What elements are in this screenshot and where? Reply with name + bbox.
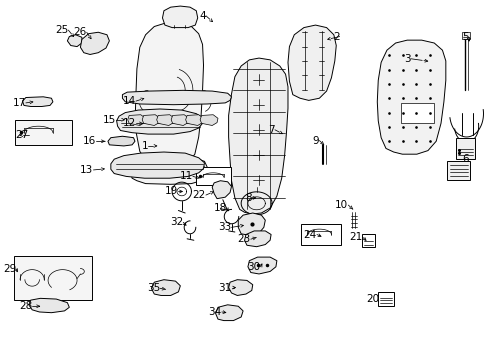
Text: 35: 35 <box>146 283 160 293</box>
Polygon shape <box>108 136 135 146</box>
Text: 25: 25 <box>55 25 68 35</box>
Text: 3: 3 <box>404 54 410 64</box>
Polygon shape <box>135 23 203 166</box>
Bar <box>378 292 393 306</box>
Bar <box>15 121 72 145</box>
Text: 6: 6 <box>462 154 468 164</box>
Text: 31: 31 <box>218 283 231 293</box>
Text: 20: 20 <box>366 294 379 304</box>
Polygon shape <box>127 115 145 126</box>
Bar <box>455 138 474 159</box>
Polygon shape <box>212 181 231 199</box>
Polygon shape <box>151 280 180 296</box>
Text: 14: 14 <box>122 96 136 106</box>
Text: 34: 34 <box>208 307 222 317</box>
Text: 13: 13 <box>80 165 93 175</box>
Polygon shape <box>377 40 445 154</box>
Text: 23: 23 <box>237 234 250 244</box>
Bar <box>461 32 469 40</box>
Polygon shape <box>162 6 197 28</box>
Polygon shape <box>200 115 218 126</box>
Polygon shape <box>67 35 81 46</box>
Polygon shape <box>244 231 270 247</box>
Text: 16: 16 <box>83 136 96 146</box>
Polygon shape <box>22 97 53 107</box>
Text: 21: 21 <box>349 232 362 242</box>
Text: 15: 15 <box>102 115 116 125</box>
Polygon shape <box>287 25 336 100</box>
Polygon shape <box>228 280 252 296</box>
Text: 33: 33 <box>218 222 231 232</box>
Polygon shape <box>156 115 174 126</box>
Polygon shape <box>142 115 160 126</box>
Text: 29: 29 <box>3 264 16 274</box>
Polygon shape <box>238 213 265 235</box>
Bar <box>361 234 375 247</box>
Text: 1: 1 <box>141 141 148 151</box>
Polygon shape <box>111 152 204 178</box>
Text: 22: 22 <box>192 190 205 200</box>
Text: 4: 4 <box>199 11 205 21</box>
Text: 9: 9 <box>312 136 319 145</box>
Bar <box>447 161 469 180</box>
Bar <box>196 167 230 185</box>
Text: 30: 30 <box>247 262 260 272</box>
Bar <box>401 103 433 123</box>
Polygon shape <box>215 305 243 320</box>
Text: 28: 28 <box>19 301 32 311</box>
Polygon shape <box>122 90 231 105</box>
Polygon shape <box>29 298 69 313</box>
Text: 11: 11 <box>179 171 192 181</box>
Bar <box>301 224 340 245</box>
Text: 17: 17 <box>13 98 26 108</box>
Polygon shape <box>185 115 203 126</box>
Text: 19: 19 <box>165 186 178 197</box>
Text: 18: 18 <box>213 203 226 213</box>
Polygon shape <box>171 115 189 126</box>
Text: 26: 26 <box>73 27 86 37</box>
Text: 8: 8 <box>244 193 251 203</box>
Text: 12: 12 <box>122 118 136 128</box>
Polygon shape <box>228 58 287 214</box>
Text: 27: 27 <box>16 130 29 140</box>
Text: 2: 2 <box>332 32 339 41</box>
Polygon shape <box>130 156 207 184</box>
Text: 5: 5 <box>462 32 468 41</box>
Text: 10: 10 <box>334 200 347 210</box>
Polygon shape <box>247 257 276 274</box>
Polygon shape <box>80 32 109 54</box>
Text: 24: 24 <box>303 230 316 239</box>
Bar <box>14 256 92 300</box>
Text: 32: 32 <box>170 217 183 227</box>
Text: 7: 7 <box>268 125 274 135</box>
Polygon shape <box>117 109 203 134</box>
